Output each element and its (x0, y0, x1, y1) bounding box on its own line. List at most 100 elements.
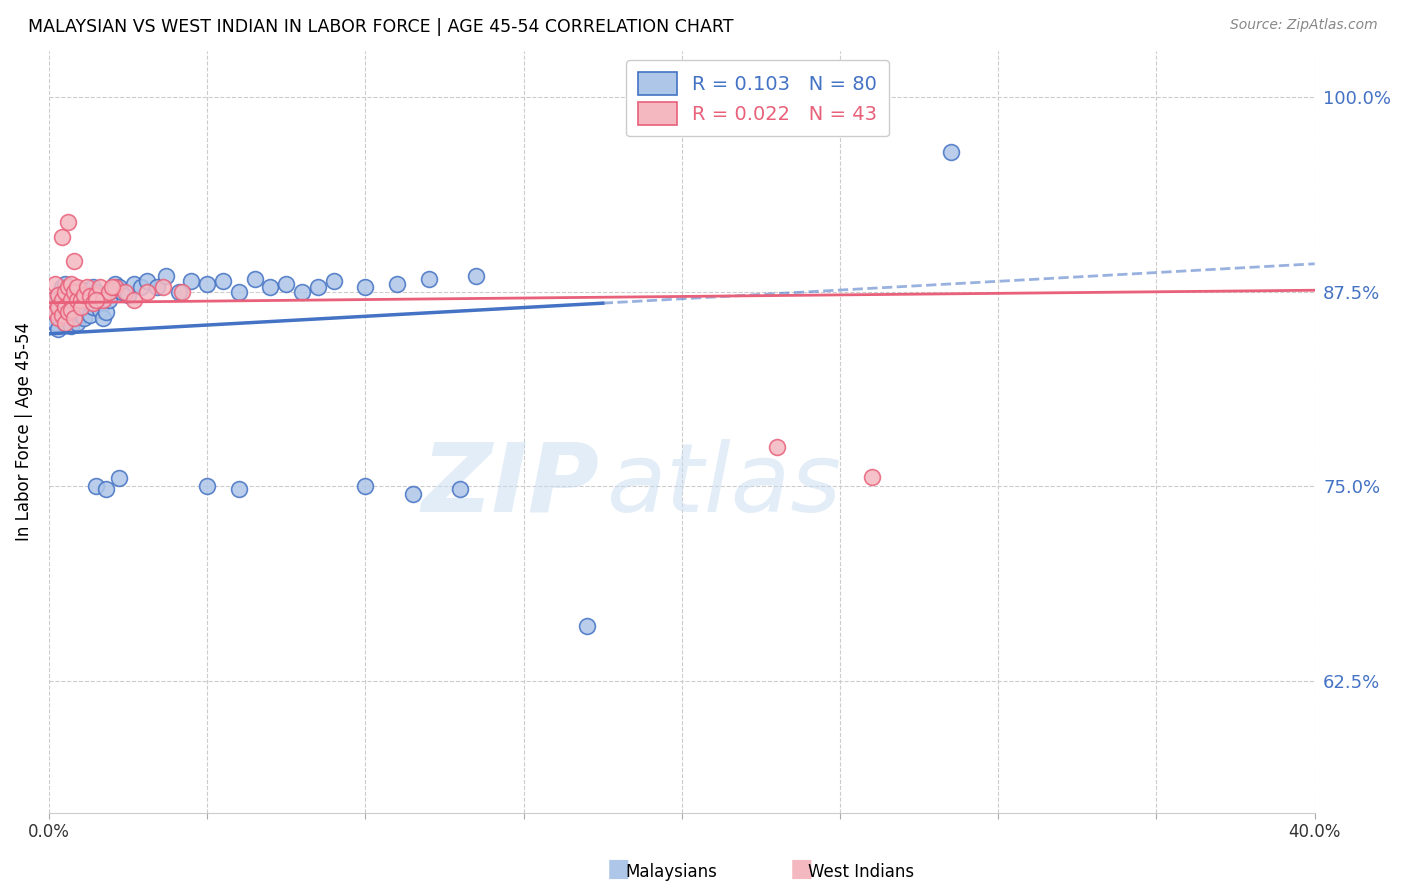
Point (53, 316, 76, 330)
Point (155, 269, 177, 284)
Point (48, 288, 70, 302)
Point (53, 316, 76, 330)
Point (53, 293, 76, 307)
Point (129, 280, 152, 294)
Point (228, 285, 250, 299)
Point (104, 277, 127, 291)
Point (195, 479, 218, 493)
Point (73, 311, 96, 326)
Text: ■: ■ (607, 857, 630, 881)
Point (76, 283, 98, 297)
Point (44, 277, 66, 291)
Point (60, 318, 83, 333)
Point (86, 293, 108, 307)
Point (114, 285, 136, 299)
Point (354, 479, 377, 493)
Point (60, 301, 83, 316)
Point (53, 303, 76, 318)
Point (66, 295, 89, 310)
Point (765, 441, 787, 455)
Point (117, 288, 139, 302)
Point (56, 285, 79, 299)
Point (939, 145, 962, 159)
Point (98, 285, 121, 299)
Point (69, 308, 91, 322)
Point (60, 277, 83, 291)
Point (82, 295, 104, 310)
Point (66, 293, 89, 307)
Point (63, 311, 86, 326)
Point (53, 277, 76, 291)
Point (111, 285, 134, 299)
Point (41, 293, 63, 307)
Point (51, 308, 73, 322)
Point (860, 470, 883, 484)
Point (48, 288, 70, 302)
Point (94, 305, 117, 319)
Text: Source: ZipAtlas.com: Source: ZipAtlas.com (1230, 18, 1378, 32)
Point (91, 293, 114, 307)
Point (63, 293, 86, 307)
Legend: R = 0.103   N = 80, R = 0.022   N = 43: R = 0.103 N = 80, R = 0.022 N = 43 (626, 61, 889, 136)
Point (51, 280, 73, 294)
Point (60, 303, 83, 318)
Point (48, 301, 70, 315)
Point (79, 308, 101, 322)
Point (56, 303, 79, 318)
Point (56, 280, 79, 294)
Point (56, 215, 79, 229)
Point (44, 305, 66, 319)
Point (63, 301, 86, 315)
Point (44, 293, 66, 307)
Text: ZIP: ZIP (422, 439, 599, 532)
Point (63, 253, 86, 268)
Point (79, 289, 101, 303)
Point (48, 301, 70, 315)
Point (53, 301, 76, 315)
Point (82, 280, 104, 294)
Point (76, 293, 98, 307)
Point (60, 293, 83, 307)
Point (145, 280, 167, 294)
Point (48, 311, 70, 326)
Point (136, 274, 159, 288)
Point (56, 305, 79, 319)
Point (136, 285, 159, 299)
Point (89, 303, 111, 318)
Point (44, 316, 66, 330)
Point (86, 288, 108, 302)
Point (63, 285, 86, 299)
Point (82, 301, 104, 315)
Point (86, 479, 108, 493)
Point (89, 280, 111, 294)
Point (101, 283, 124, 297)
Point (228, 483, 250, 497)
Text: West Indians: West Indians (808, 863, 914, 881)
Point (104, 280, 127, 294)
Point (48, 322, 70, 336)
Point (152, 280, 174, 294)
Point (73, 288, 96, 302)
Point (575, 619, 598, 633)
Point (86, 293, 108, 307)
Point (354, 280, 377, 294)
Point (73, 301, 96, 315)
Point (98, 293, 121, 307)
Point (449, 483, 471, 497)
Point (69, 285, 91, 299)
Point (385, 277, 408, 291)
Point (51, 308, 73, 322)
Point (44, 305, 66, 319)
Point (60, 311, 83, 326)
Point (243, 272, 266, 286)
Point (91, 311, 114, 326)
Point (402, 487, 425, 501)
Point (60, 289, 83, 303)
Point (63, 285, 86, 299)
Point (51, 288, 73, 302)
Point (124, 277, 146, 291)
Point (465, 269, 488, 284)
Point (69, 293, 91, 307)
Point (66, 316, 89, 330)
Text: atlas: atlas (606, 439, 841, 532)
